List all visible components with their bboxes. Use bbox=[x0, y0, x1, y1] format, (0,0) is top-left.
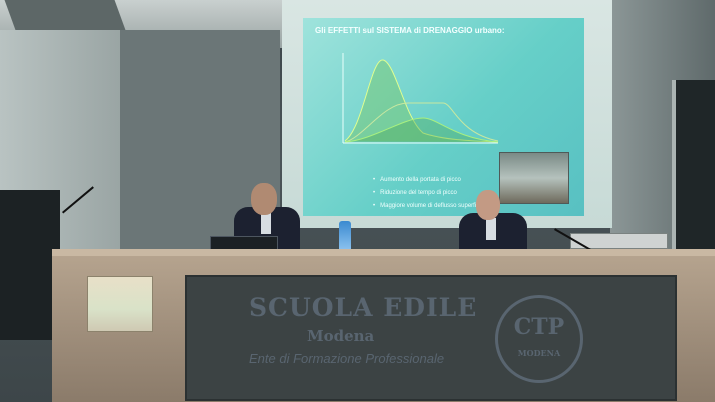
ctp-logo-subtext: MODENA bbox=[517, 348, 561, 358]
loudspeaker bbox=[0, 190, 60, 340]
ctp-logo: CTP MODENA bbox=[495, 295, 583, 383]
plateau-hydrograph-curve bbox=[344, 102, 499, 143]
right-speaker-shirt bbox=[486, 218, 496, 240]
ctp-logo-text: CTP bbox=[513, 314, 565, 340]
desk-top bbox=[52, 249, 715, 257]
right-speaker-head bbox=[476, 190, 500, 220]
natural-hydrograph-curve bbox=[344, 117, 499, 143]
left-speaker-shirt bbox=[261, 212, 271, 234]
slide-bullet: Aumento della portata di picco bbox=[373, 174, 489, 187]
right-laptop bbox=[570, 233, 668, 249]
ceiling-vent bbox=[4, 0, 126, 30]
sign-city: Modena bbox=[307, 327, 375, 345]
urban-hydrograph-curve bbox=[344, 59, 499, 143]
door bbox=[672, 80, 715, 250]
desk-poster bbox=[87, 276, 153, 332]
slide-bullet-list: Aumento della portata di picco Riduzione… bbox=[333, 174, 489, 213]
sign-title: SCUOLA EDILE bbox=[249, 293, 478, 322]
slide-bullet: Maggiore volume di deflusso superficiale bbox=[373, 200, 488, 213]
slide-bullet: Riduzione del tempo di picco bbox=[373, 187, 489, 200]
slide-flood-photo bbox=[499, 152, 569, 204]
slide-title: Gli EFFETTI sul SISTEMA di DRENAGGIO urb… bbox=[315, 26, 505, 35]
hydrograph-chart bbox=[342, 53, 499, 144]
sign-subtitle: Ente di Formazione Professionale bbox=[249, 351, 445, 366]
water-bottle bbox=[339, 221, 351, 251]
projected-slide: Gli EFFETTI sul SISTEMA di DRENAGGIO urb… bbox=[303, 18, 584, 216]
left-speaker-head bbox=[251, 183, 277, 215]
desk-sign: SCUOLA EDILE Modena Ente di Formazione P… bbox=[185, 275, 677, 401]
